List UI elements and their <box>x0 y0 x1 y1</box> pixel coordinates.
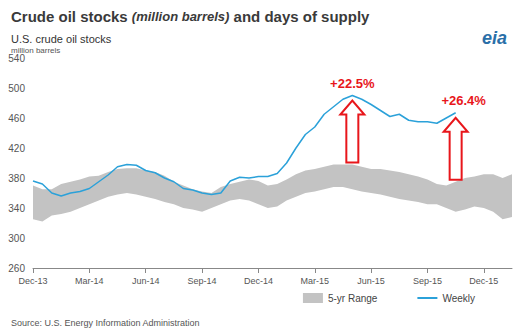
svg-text:Source: U.S. Energy Informatio: Source: U.S. Energy Information Administ… <box>11 318 200 328</box>
svg-text:460: 460 <box>8 113 25 124</box>
svg-text:420: 420 <box>8 143 25 154</box>
svg-text:340: 340 <box>8 203 25 214</box>
svg-text:500: 500 <box>8 83 25 94</box>
svg-text:380: 380 <box>8 173 25 184</box>
svg-text:eia: eia <box>482 28 507 48</box>
svg-text:U.S. crude oil stocks: U.S. crude oil stocks <box>11 33 112 45</box>
svg-text:540: 540 <box>8 52 25 64</box>
svg-text:Crude oil stocks: Crude oil stocks <box>11 8 132 25</box>
svg-text:Sep-14: Sep-14 <box>188 276 217 286</box>
svg-text:Jun-15: Jun-15 <box>357 276 385 286</box>
svg-text:and days of supply: and days of supply <box>229 8 370 25</box>
svg-text:(million barrels): (million barrels) <box>132 9 230 24</box>
svg-text:Sep-15: Sep-15 <box>413 276 442 286</box>
svg-text:260: 260 <box>8 263 25 274</box>
svg-text:+22.5%: +22.5% <box>330 76 375 91</box>
svg-text:Mar-14: Mar-14 <box>75 276 104 286</box>
svg-text:Mar-15: Mar-15 <box>301 276 330 286</box>
svg-text:300: 300 <box>8 233 25 244</box>
svg-text:million barrels: million barrels <box>11 46 60 55</box>
svg-text:5-yr Range: 5-yr Range <box>328 293 378 304</box>
svg-text:Dec-14: Dec-14 <box>244 276 273 286</box>
svg-text:Dec-15: Dec-15 <box>469 276 498 286</box>
svg-text:Weekly: Weekly <box>442 293 475 304</box>
svg-text:+26.4%: +26.4% <box>441 93 486 108</box>
svg-text:Jun-14: Jun-14 <box>132 276 160 286</box>
svg-text:Dec-13: Dec-13 <box>18 276 47 286</box>
